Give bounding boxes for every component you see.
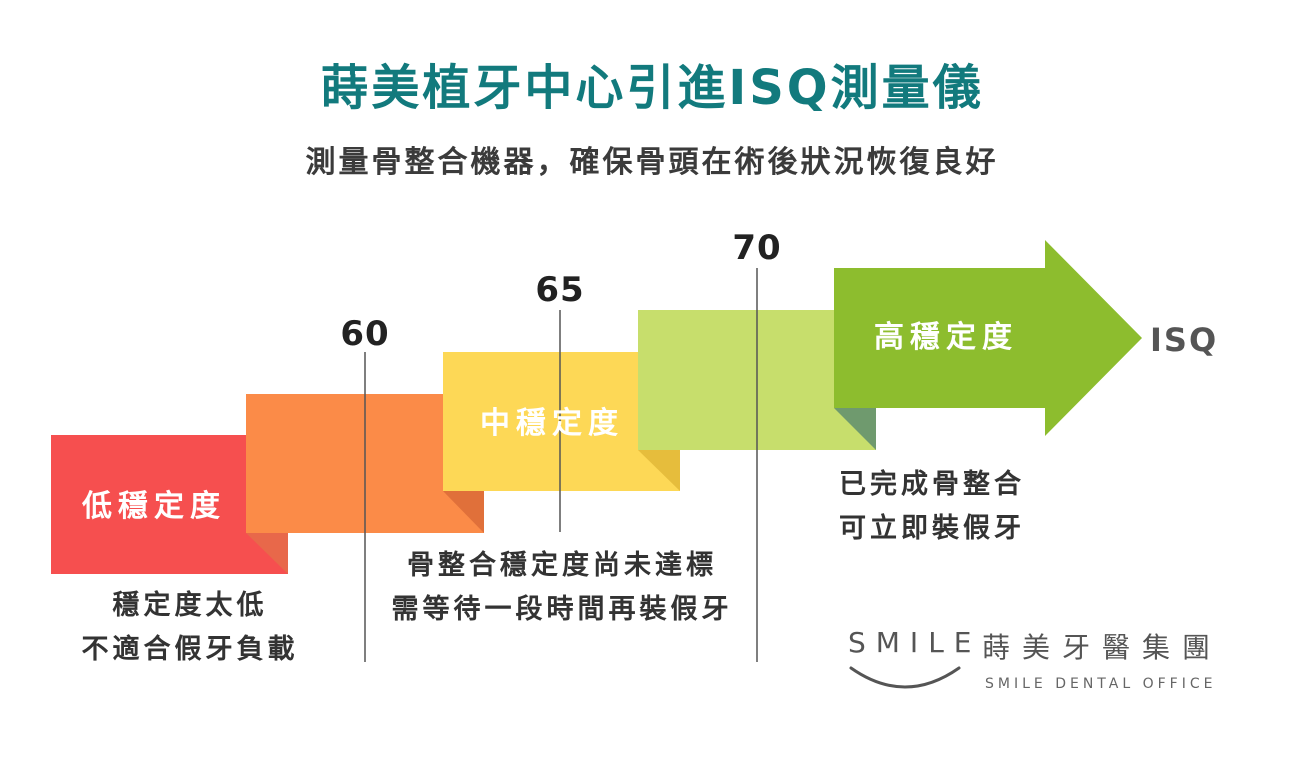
mid-fold-corner: [638, 450, 680, 491]
mid-stability-label: 中穩定度: [480, 406, 624, 441]
logo-english-name: SMILE DENTAL OFFICE: [985, 676, 1217, 692]
logo-wordmark: SMILE: [848, 626, 982, 659]
light-green-fold-corner: [834, 408, 876, 450]
threshold-label-70: 70: [732, 228, 781, 268]
mid-desc-line-1: 骨整合穩定度尚未達標: [407, 550, 717, 581]
high-stability-description: 已完成骨整合 可立即裝假牙: [812, 463, 1052, 551]
low-stability-label: 低穩定度: [81, 489, 226, 524]
page-title: 蒔美植牙中心引進ISQ測量儀: [320, 60, 984, 116]
logo-chinese-name: 蒔美牙醫集團: [982, 631, 1223, 664]
threshold-label-60: 60: [340, 314, 389, 354]
high-stability-label: 高穩定度: [874, 320, 1018, 355]
orange-fold-corner: [443, 491, 484, 533]
low-stability-description: 穩定度太低 不適合假牙負載: [60, 584, 320, 672]
page-subtitle: 測量骨整合機器，確保骨頭在術後狀況恢復良好: [305, 145, 999, 180]
mid-desc-line-2: 需等待一段時間再裝假牙: [391, 594, 733, 625]
isq-axis-label: ISQ: [1150, 321, 1218, 359]
low-desc-line-1: 穩定度太低: [112, 590, 268, 621]
orange-fold-shadow: [246, 533, 288, 574]
high-desc-line-2: 可立即裝假牙: [839, 513, 1025, 544]
high-desc-line-1: 已完成骨整合: [839, 469, 1025, 500]
low-desc-line-2: 不適合假牙負載: [81, 634, 299, 665]
smile-logo-icon: [849, 666, 961, 689]
threshold-label-65: 65: [535, 270, 584, 310]
mid-stability-description: 骨整合穩定度尚未達標 需等待一段時間再裝假牙: [352, 544, 772, 632]
high-stability-arrow: [834, 240, 1142, 436]
